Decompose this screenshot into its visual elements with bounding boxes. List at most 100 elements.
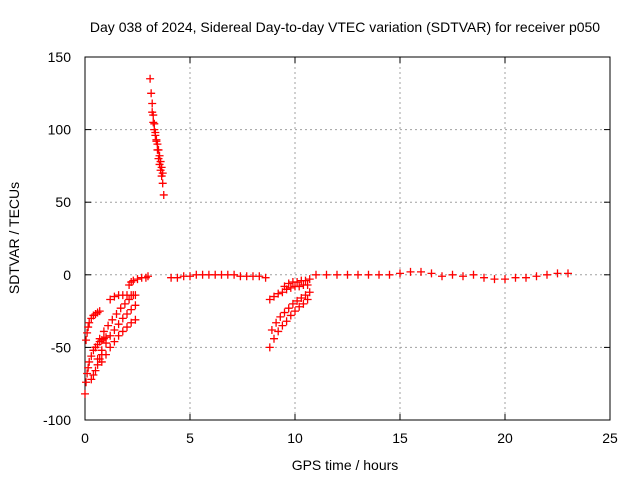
data-point xyxy=(102,350,110,359)
data-point xyxy=(284,279,293,288)
data-point xyxy=(112,310,121,319)
data-point xyxy=(127,318,136,327)
data-point xyxy=(265,295,274,304)
data-point xyxy=(375,270,383,279)
data-point xyxy=(301,276,310,285)
data-point xyxy=(131,315,140,324)
x-axis-label: GPS time / hours xyxy=(292,457,399,473)
data-point xyxy=(301,291,310,300)
data-point xyxy=(291,307,299,316)
data-point xyxy=(144,272,152,281)
data-point xyxy=(114,331,123,340)
data-point xyxy=(255,272,264,281)
data-point xyxy=(95,307,104,316)
data-point xyxy=(89,370,98,379)
series-mid-curve-3 xyxy=(265,280,312,304)
data-point xyxy=(532,272,541,281)
data-point xyxy=(297,294,306,303)
data-point xyxy=(82,378,91,387)
data-point xyxy=(322,270,331,279)
data-point xyxy=(303,280,312,289)
data-point xyxy=(85,357,94,366)
data-point xyxy=(83,369,92,378)
data-point xyxy=(469,270,478,279)
data-point xyxy=(303,295,312,304)
data-point xyxy=(127,305,136,314)
data-point xyxy=(95,334,104,343)
data-point xyxy=(158,169,167,178)
data-point xyxy=(270,334,278,343)
data-point xyxy=(131,301,140,310)
series-early-low-cluster-b xyxy=(82,307,104,345)
data-point xyxy=(312,270,320,279)
data-point xyxy=(106,331,115,340)
data-point xyxy=(148,108,157,117)
data-point xyxy=(280,282,289,291)
data-point xyxy=(123,310,131,319)
data-point xyxy=(157,163,166,172)
data-point xyxy=(564,269,572,278)
data-point xyxy=(427,269,436,278)
data-point xyxy=(93,355,102,364)
data-point xyxy=(110,325,119,334)
series-early-curve-3 xyxy=(97,315,140,366)
data-point xyxy=(110,292,119,301)
series-zero-segment-1 xyxy=(167,270,270,282)
data-point xyxy=(156,157,165,166)
data-point xyxy=(153,140,162,149)
data-point xyxy=(173,273,182,282)
data-point xyxy=(265,343,274,352)
data-point xyxy=(82,336,91,345)
data-point xyxy=(274,289,283,298)
data-point xyxy=(286,283,295,292)
data-point xyxy=(438,272,446,281)
data-point xyxy=(131,291,140,300)
data-point xyxy=(146,74,155,83)
series-early-flat xyxy=(106,291,140,304)
data-point xyxy=(102,339,110,348)
data-point xyxy=(83,328,92,337)
data-point xyxy=(110,337,119,346)
data-point xyxy=(278,321,287,330)
data-point xyxy=(151,131,160,140)
series-early-curve-1 xyxy=(91,291,138,352)
data-point xyxy=(305,288,314,297)
data-point xyxy=(158,179,167,188)
x-tick-labels: 0 5 10 15 20 25 xyxy=(81,430,618,446)
data-point xyxy=(261,273,270,282)
data-point xyxy=(288,299,297,308)
data-point xyxy=(543,270,551,279)
x-tick-label: 15 xyxy=(392,430,408,446)
data-point xyxy=(364,270,373,279)
data-point xyxy=(230,270,239,279)
data-point xyxy=(99,327,108,336)
data-point xyxy=(267,325,276,334)
data-point xyxy=(85,318,94,327)
data-point xyxy=(87,352,96,361)
data-point xyxy=(385,270,394,279)
data-point xyxy=(511,273,520,282)
data-point xyxy=(125,295,134,304)
data-point xyxy=(81,389,89,398)
plot-frame xyxy=(84,56,611,421)
data-point xyxy=(133,275,142,284)
series-near-zero-1 xyxy=(125,272,152,289)
x-tick-label: 5 xyxy=(186,430,194,446)
data-point xyxy=(354,270,362,279)
x-tick-label: 0 xyxy=(81,430,89,446)
data-point xyxy=(152,135,161,144)
data-point xyxy=(343,270,352,279)
data-point xyxy=(84,323,93,332)
data-point xyxy=(280,308,289,317)
series-mid-curve-1 xyxy=(265,295,312,352)
data-point xyxy=(154,145,163,154)
data-point xyxy=(91,366,100,375)
x-tick-label: 20 xyxy=(497,430,513,446)
series-mid-curve-4 xyxy=(280,275,314,291)
data-point xyxy=(553,269,562,278)
grid xyxy=(85,57,610,420)
data-point xyxy=(406,267,415,276)
data-point xyxy=(186,272,194,281)
x-tick-label: 10 xyxy=(287,430,303,446)
y-tick-label: 100 xyxy=(48,122,72,138)
